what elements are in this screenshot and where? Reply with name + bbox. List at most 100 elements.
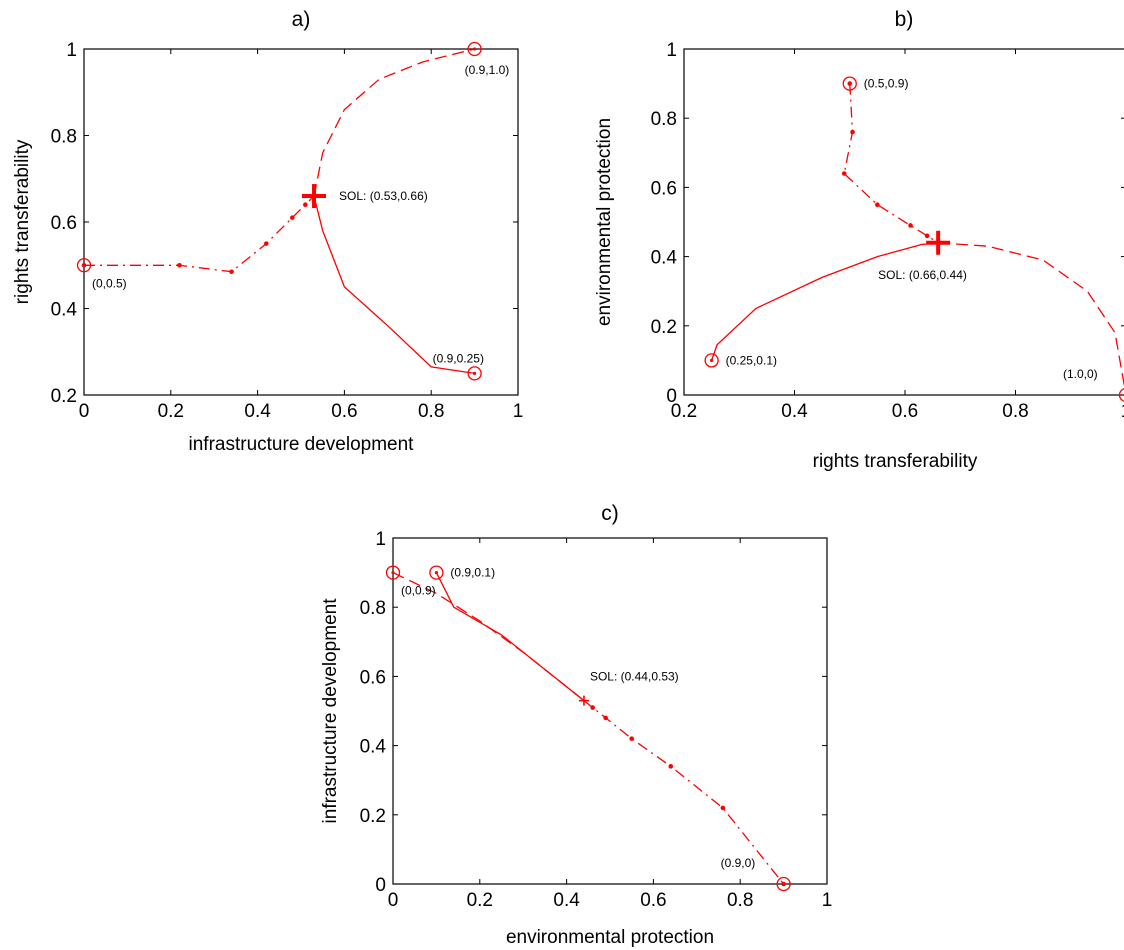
panel-c: c) 0 0.2 0.4 0.6 0.8 1 0 0.2 0.4 0.6 0.8 1 (0.9,0.1… (320, 502, 832, 948)
panel-a-series-point (303, 202, 308, 207)
panel-b-x-axis-label: rights transferability (813, 451, 978, 472)
panel-b-title: b) (895, 8, 914, 31)
panel-c-endpoint-label: (0.9,0.1) (450, 566, 495, 580)
panel-b-annotations: (0.5,0.9) (0.25,0.1) (1.0,0) SOL: (0.66,0.4… (704, 76, 1124, 402)
panel-b-endpoint-marker (842, 76, 857, 91)
panel-a-endpoint-marker (467, 366, 482, 381)
panel-c-series-point (720, 805, 726, 811)
panel-c-endpoint-marker (776, 876, 791, 892)
panel-b-y-tick-label: 0.6 (651, 178, 677, 199)
panel-c-y-axis-label: infrastructure development (320, 598, 341, 824)
panel-a-ticks: 0 0.2 0.4 0.6 0.8 10.20.40.60.81 (51, 40, 524, 422)
panel-b-lines (710, 81, 1124, 388)
panel-a-plot-area (83, 48, 519, 396)
panel-c-series-point (668, 764, 674, 769)
panel-c-x-axis-label: environmental protection (506, 927, 714, 948)
panel-a-series-solid-line (313, 195, 475, 375)
panel-a-annotations: (0,0.5) (0.9,1.0) (0.9,0.25) SOL: (0.53,0.6… (76, 41, 510, 381)
panel-c-solution-label: SOL: (0.44,0.53) (590, 670, 679, 684)
panel-b-endpoint-marker (704, 353, 719, 368)
panel-c-y-tick-label: 0.4 (360, 737, 387, 758)
panel-c-series-point (590, 705, 595, 710)
panel-c-endpoint-dot (391, 571, 395, 575)
panel-b-solution-label: SOL: (0.66,0.44) (878, 268, 967, 282)
panel-a-endpoint-label: (0,0.5) (92, 276, 127, 290)
panel-a-endpoint-marker (76, 258, 92, 273)
panel-b-series-point (850, 129, 855, 135)
panel-a-endpoint-label: (0.9,1.0) (465, 63, 510, 77)
panel-b-y-tick-label: 0.8 (651, 109, 677, 130)
panel-a-x-tick-label: 0.8 (418, 401, 444, 422)
panel-c-title: c) (601, 502, 619, 525)
panel-c-series-point (603, 715, 608, 721)
panel-c-endpoint-label: (0,0.9) (401, 584, 436, 598)
panel-b-endpoint-label: (1.0,0) (1063, 367, 1098, 381)
panel-c-x-tick-label: 0.8 (727, 890, 753, 911)
panel-c-endpoint-dot (434, 571, 438, 575)
panel-a-lines (81, 48, 475, 375)
panel-c-annotations: (0.9,0.1) (0,0.9) (0.9,0) SOL: (0.44,0.53) (385, 565, 791, 892)
panel-c-endpoint-label: (0.9,0) (721, 856, 756, 870)
panel-b-series-solid-line (710, 242, 939, 361)
panel-c-y-tick-label: 0.6 (360, 667, 386, 688)
panel-b-x-tick-label: 0.6 (892, 401, 918, 422)
panel-b-series-point (924, 233, 930, 239)
panel-c-x-tick-label: 0.2 (467, 890, 493, 911)
panel-a-solution-label: SOL: (0.53,0.66) (339, 189, 428, 203)
panel-c-x-tick-label: 0.6 (640, 890, 666, 911)
panel-a-x-tick-label: 1 (513, 401, 524, 422)
panel-c-y-tick-label: 0.8 (360, 598, 386, 619)
panel-a-series-point (229, 269, 234, 275)
panel-a-endpoint-dot (82, 263, 86, 267)
panel-a-endpoint-dot (473, 47, 477, 51)
panel-b-endpoint-dot (710, 358, 714, 362)
panel-a-x-tick-label: 0 (79, 401, 90, 422)
panel-a-endpoint-label: (0.9,0.25) (433, 351, 484, 365)
panel-b-y-tick-label: 1 (666, 40, 677, 61)
panel-a-title: a) (292, 8, 311, 31)
panel-c-endpoint-dot (782, 882, 786, 886)
panel-b-y-axis-label: environmental protection (594, 118, 615, 326)
panel-a-x-tick-label: 0.2 (158, 401, 184, 422)
panel-a-y-tick-label: 1 (66, 40, 77, 61)
panel-c-y-tick-label: 0 (375, 875, 386, 896)
panel-c-series-dashed-line (392, 572, 585, 702)
panel-b-endpoint-label: (0.5,0.9) (864, 77, 909, 91)
panel-c-endpoint-marker (429, 565, 444, 580)
panel-b-series-point (875, 202, 880, 207)
panel-b-y-tick-label: 0.2 (651, 317, 677, 338)
panel-c-x-tick-label: 0.4 (553, 890, 580, 911)
panel-c-ticks: 0 0.2 0.4 0.6 0.8 1 0 0.2 0.4 0.6 0.8 1 (360, 529, 833, 911)
panel-b-x-tick-label: 1 (1121, 401, 1124, 422)
panel-b-series-point (908, 223, 913, 228)
panel-a-y-tick-label: 0.8 (51, 127, 77, 148)
panel-a: a) 0 0.2 0.4 0.6 0.8 10.20.40.60.81 (0,0.5)(0… (12, 8, 523, 455)
panel-a-y-tick-label: 0.2 (51, 386, 77, 407)
panel-a-endpoint-dot (473, 371, 477, 375)
panel-c-series-solid-line (435, 572, 585, 702)
panel-a-y-tick-label: 0.6 (51, 213, 77, 234)
panel-a-x-tick-label: 0.6 (331, 401, 357, 422)
panel-c-x-tick-label: 1 (822, 890, 833, 911)
panel-a-series-point (177, 262, 182, 268)
panel-c-lines (392, 572, 786, 887)
panel-b-endpoint-dot (848, 82, 852, 86)
panel-a-x-axis-label: infrastructure development (189, 434, 415, 455)
panel-c-x-tick-label: 0 (388, 890, 399, 911)
panel-b-y-tick-label: 0 (666, 386, 677, 407)
panel-c-y-tick-label: 0.2 (360, 806, 386, 827)
panel-c-endpoint-marker (385, 565, 401, 580)
panel-b-endpoint-label: (0.25,0.1) (726, 353, 777, 367)
panel-b-series-dashed-line (938, 242, 1124, 388)
panel-a-series-dashed-line (313, 48, 475, 197)
panel-c-plot-area (392, 537, 828, 885)
panel-c-y-tick-label: 1 (375, 529, 386, 550)
panel-a-series-point (263, 241, 269, 246)
panel-b-y-tick-label: 0.4 (651, 248, 678, 269)
panel-b-endpoint-marker (1118, 388, 1124, 402)
panel-b-x-tick-label: 0.8 (1002, 401, 1028, 422)
panel-a-y-axis-label: rights transferability (12, 139, 33, 304)
